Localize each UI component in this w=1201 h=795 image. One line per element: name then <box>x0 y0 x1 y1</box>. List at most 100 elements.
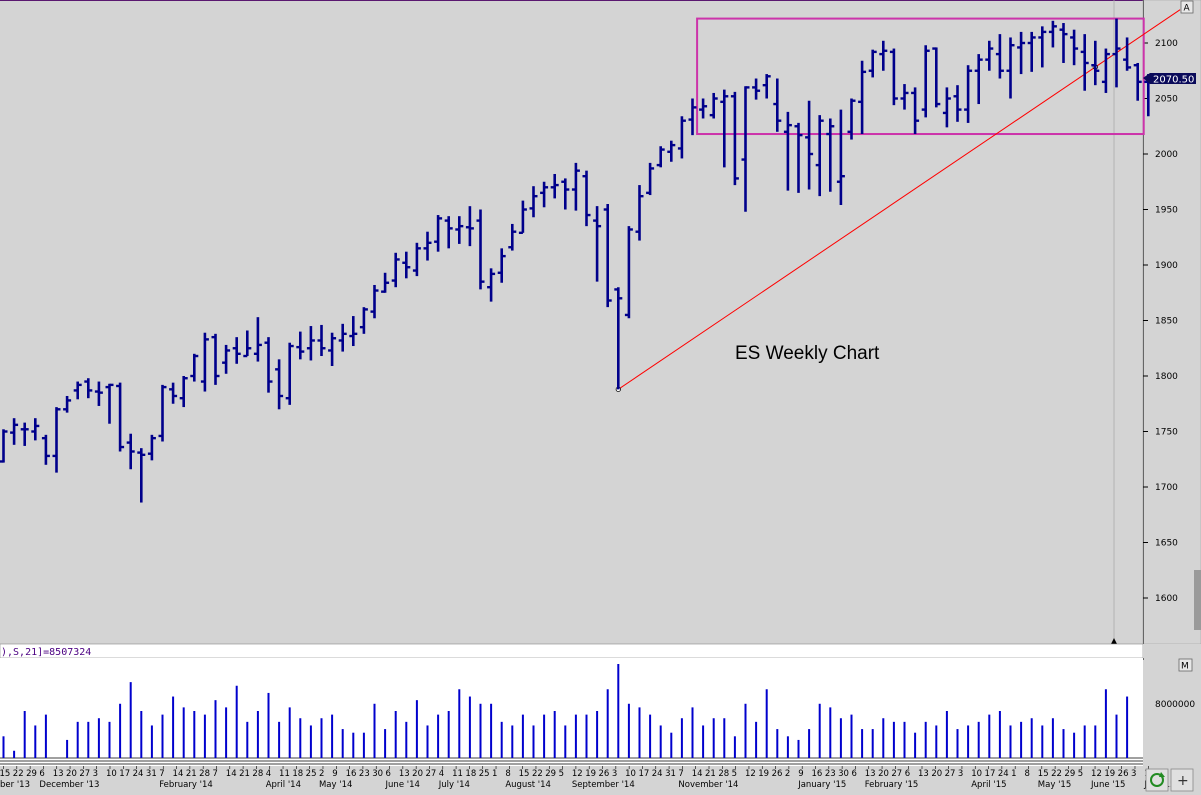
ohlc-bar <box>465 206 474 247</box>
date-day-label: 14 <box>692 769 703 779</box>
ohlc-bar <box>836 109 845 206</box>
y-tick-label-1900: 1900 <box>1155 261 1178 271</box>
ohlc-bar <box>974 54 983 105</box>
ohlc-bar <box>540 181 549 208</box>
ohlc-bar <box>900 84 909 110</box>
ohlc-bar <box>126 433 135 470</box>
date-day-label: 28 <box>199 769 210 779</box>
date-day-label: 14 <box>226 769 237 779</box>
date-day-label: 21 <box>186 769 197 779</box>
refresh-icon <box>1150 773 1164 787</box>
date-day-label: 5 <box>732 769 737 779</box>
range-box <box>696 17 1145 136</box>
date-day-label: 10 <box>106 769 117 779</box>
ohlc-bar <box>1038 26 1047 68</box>
ohlc-bar <box>826 118 835 192</box>
ohlc-bar <box>741 86 750 212</box>
ohlc-bar <box>794 122 803 193</box>
ohlc-bar <box>1091 40 1100 86</box>
date-day-label: 26 <box>772 769 783 779</box>
date-day-label: 27 <box>945 769 956 779</box>
ohlc-bar <box>370 284 379 319</box>
date-month-label: January '15 <box>797 780 846 790</box>
y-tick-label-2050: 2050 <box>1155 95 1178 105</box>
ohlc-bar <box>1027 31 1036 72</box>
scrollbar-thumb[interactable] <box>1194 570 1201 630</box>
date-day-label: 5 <box>559 769 564 779</box>
date-day-label: 22 <box>13 769 24 779</box>
ohlc-bar <box>889 48 898 106</box>
ohlc-bar <box>116 382 125 452</box>
volume-panel-button[interactable]: M <box>1178 658 1193 672</box>
date-month-label: November '14 <box>678 780 738 790</box>
ohlc-bar <box>73 381 82 400</box>
date-day-label: 25 <box>306 769 317 779</box>
date-day-label: 16 <box>346 769 357 779</box>
ohlc-bar <box>879 40 888 71</box>
date-day-label: 2 <box>319 769 324 779</box>
y-axis-ticks: 1600 1650 1700 1750 1800 1850 1900 1950 2000 2050… <box>1143 39 1178 604</box>
ohlc-bar <box>985 40 994 71</box>
ohlc-bar <box>31 418 40 441</box>
ohlc-bar <box>762 74 771 99</box>
date-day-label: 22 <box>1051 769 1062 779</box>
y-tick-label-2000: 2000 <box>1155 150 1178 160</box>
date-month-label: May '14 <box>319 780 352 790</box>
ohlc-bar <box>1080 34 1089 91</box>
ohlc-bar <box>306 326 315 361</box>
date-month-label: June '14 <box>385 780 420 790</box>
y-tick-label-2100: 2100 <box>1155 39 1178 49</box>
date-day-label: 17 <box>119 769 130 779</box>
ohlc-bar <box>1070 29 1079 66</box>
refresh-button[interactable] <box>1145 768 1169 792</box>
ohlc-bar <box>296 331 305 360</box>
add-button[interactable]: + <box>1170 768 1194 792</box>
ohlc-bar <box>10 418 19 445</box>
date-month-label: July '14 <box>438 780 470 790</box>
ohlc-bar <box>391 252 400 288</box>
ohlc-bar <box>84 378 93 399</box>
ohlc-bar <box>720 89 729 168</box>
ohlc-bar <box>847 98 856 140</box>
date-day-label: 16 <box>812 769 823 779</box>
ohlc-bar <box>402 251 411 279</box>
date-day-label: 23 <box>825 769 836 779</box>
ohlc-bar <box>52 407 61 473</box>
y-tick-label-1750: 1750 <box>1155 428 1178 438</box>
ohlc-bar <box>381 272 390 293</box>
date-day-label: 5 <box>1078 769 1083 779</box>
date-day-label: 13 <box>918 769 929 779</box>
date-day-label: 30 <box>838 769 849 779</box>
ohlc-bar <box>253 317 262 362</box>
ohlc-bar <box>20 422 29 446</box>
ohlc-bar <box>868 49 877 78</box>
ohlc-bar <box>529 186 538 218</box>
price-axis <box>1142 0 1201 645</box>
ohlc-bar <box>264 337 273 393</box>
date-month-label: February '14 <box>159 780 213 790</box>
price-panel-button[interactable]: A <box>1180 0 1194 14</box>
date-day-label: 29 <box>26 769 37 779</box>
date-day-label: 22 <box>532 769 543 779</box>
volume-panel <box>0 658 1143 766</box>
date-day-label: 25 <box>479 769 490 779</box>
y-tick-label-1800: 1800 <box>1155 372 1178 382</box>
ohlc-bar <box>656 146 665 168</box>
chart-annotation: ES Weekly Chart <box>735 343 880 364</box>
date-day-label: 26 <box>599 769 610 779</box>
ohlc-bar <box>243 330 252 358</box>
ohlc-bar <box>349 316 358 347</box>
ohlc-bar <box>1017 31 1026 75</box>
date-day-label: 18 <box>465 769 476 779</box>
date-day-label: 24 <box>133 769 144 779</box>
price-panel-button-label: A <box>1184 4 1191 14</box>
ohlc-bar <box>624 226 633 319</box>
date-day-label: 15 <box>519 769 530 779</box>
range-box-rect <box>696 17 1145 136</box>
date-day-label: 30 <box>372 769 383 779</box>
date-month-label: September '14 <box>572 780 635 790</box>
date-day-label: 13 <box>865 769 876 779</box>
ohlc-bar <box>858 60 867 135</box>
date-day-label: 4 <box>266 769 271 779</box>
ohlc-bar <box>328 332 337 367</box>
